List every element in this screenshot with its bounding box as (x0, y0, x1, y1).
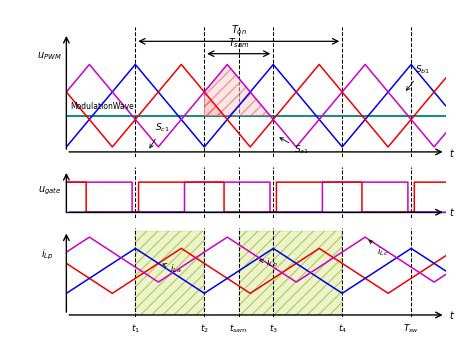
Text: $u_{PWM}$: $u_{PWM}$ (37, 50, 62, 62)
Text: $t$: $t$ (449, 147, 455, 159)
Text: $i_{Lp}$: $i_{Lp}$ (41, 247, 53, 262)
Text: $u_{gate}$: $u_{gate}$ (37, 185, 61, 197)
Text: $S_{c1}$: $S_{c1}$ (150, 121, 170, 148)
Text: $t_2$: $t_2$ (200, 323, 209, 335)
Text: $i_{La}$: $i_{La}$ (163, 263, 181, 275)
Text: $t_4$: $t_4$ (337, 323, 346, 335)
Text: $T_{on}$: $T_{on}$ (231, 24, 246, 37)
Text: $t_1$: $t_1$ (131, 323, 140, 335)
Text: $t_{sam}$: $t_{sam}$ (229, 323, 248, 335)
Text: $i_{Lb}$: $i_{Lb}$ (260, 256, 278, 269)
Text: $i_{Lc}$: $i_{Lc}$ (369, 240, 388, 258)
Text: $T_{sam}$: $T_{sam}$ (228, 36, 250, 50)
Text: ModulationWave: ModulationWave (70, 102, 134, 110)
Text: $t$: $t$ (449, 206, 455, 218)
Text: $t$: $t$ (449, 309, 455, 321)
Text: $t_3$: $t_3$ (269, 323, 278, 335)
Text: $T_{sw}$: $T_{sw}$ (403, 323, 419, 335)
Text: $S_{a1}$: $S_{a1}$ (280, 138, 309, 156)
Text: $S_{b1}$: $S_{b1}$ (406, 64, 430, 90)
